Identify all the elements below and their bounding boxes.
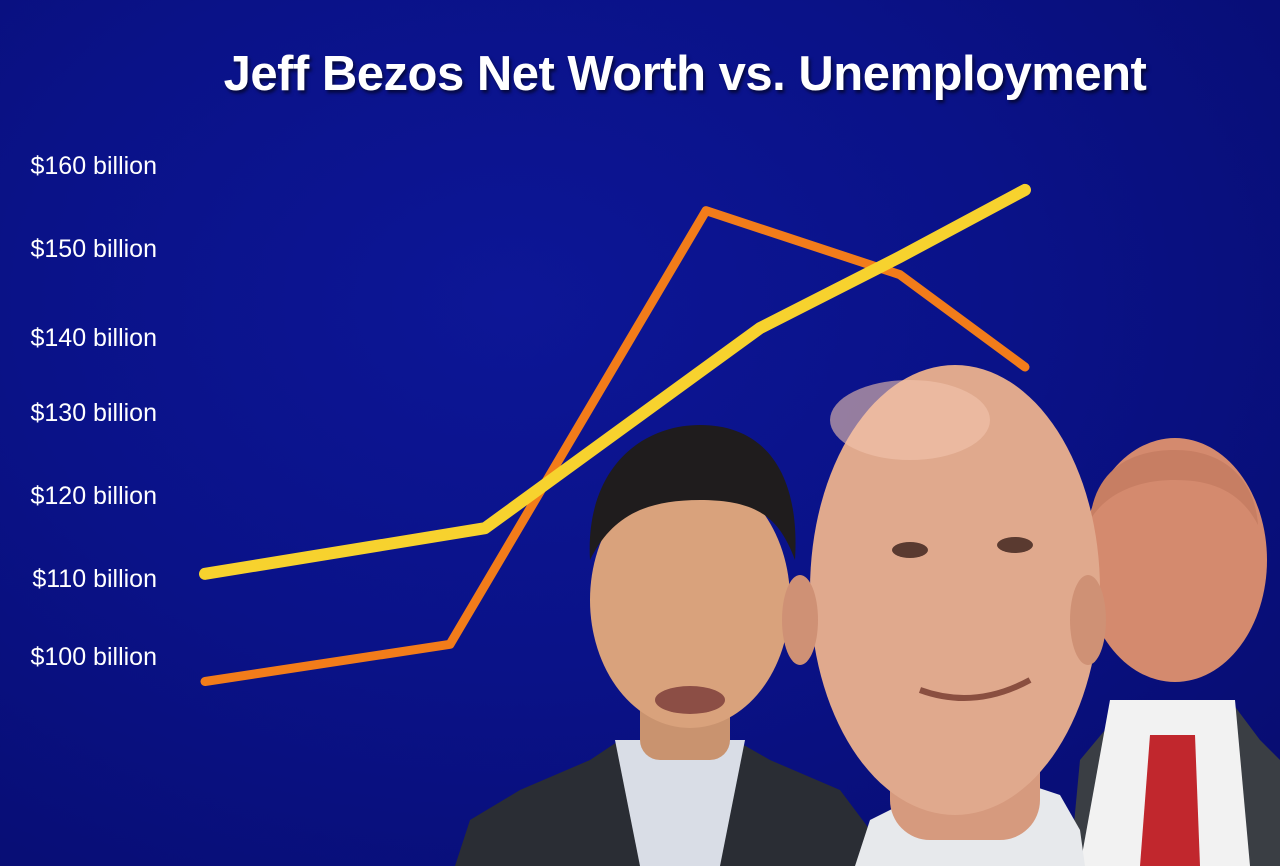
center-person-photo [782, 365, 1106, 866]
y-axis-ticks: $160 billion $150 billion $140 billion $130… [31, 152, 158, 671]
y-tick-label: $150 billion [31, 235, 158, 263]
series-line-orange [200, 206, 1030, 686]
y-tick-label: $110 billion [32, 565, 157, 593]
y-tick-label: $120 billion [31, 482, 158, 510]
y-tick-label: $140 billion [31, 324, 158, 352]
left-person-photo [455, 425, 880, 866]
y-tick-label: $100 billion [31, 643, 158, 671]
right-person-photo [1070, 438, 1280, 866]
y-tick-label: $130 billion [31, 399, 158, 427]
series-line-yellow [199, 183, 1031, 580]
series-lines [199, 183, 1031, 686]
y-tick-label: $160 billion [31, 152, 158, 180]
chart-title: Jeff Bezos Net Worth vs. Unemployment [223, 47, 1147, 101]
